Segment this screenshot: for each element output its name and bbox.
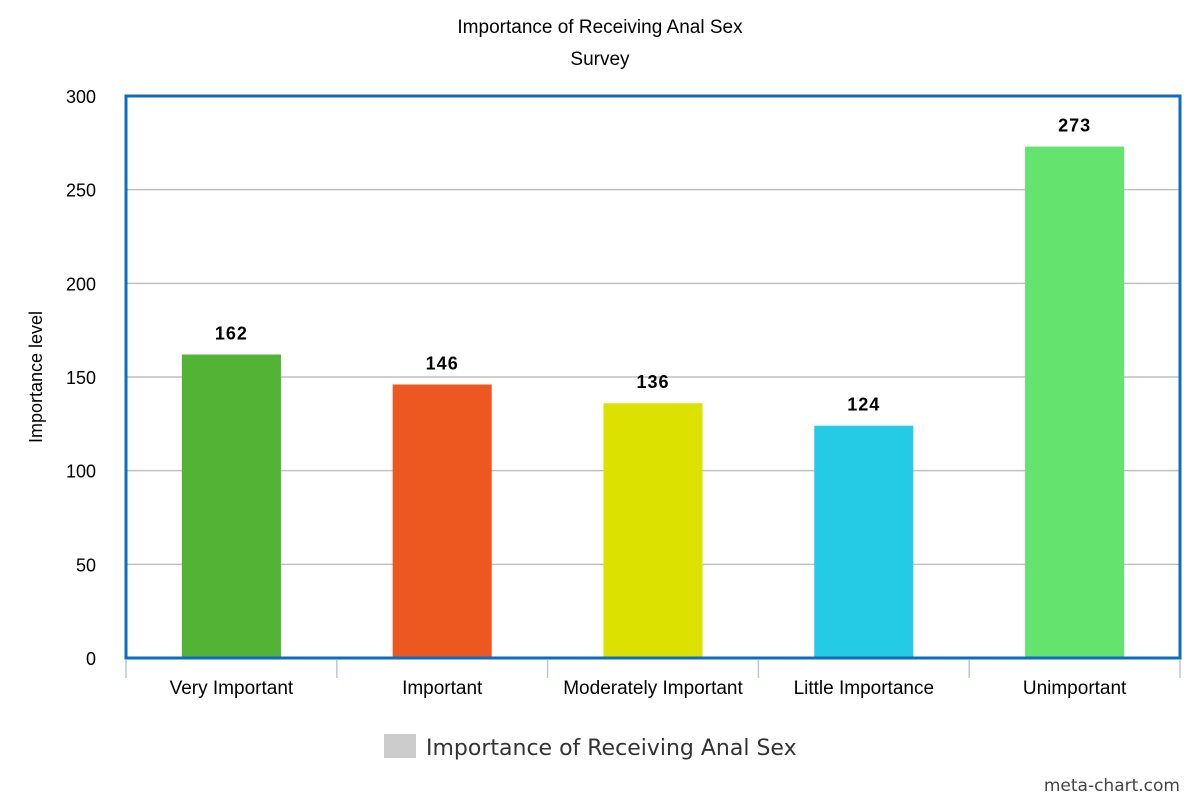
bar	[392, 384, 492, 658]
plot-frame	[124, 94, 1182, 660]
bar	[814, 425, 914, 658]
bar-value-label: 162	[215, 324, 248, 344]
bar-value-label: 136	[636, 372, 669, 392]
y-tick-label: 150	[66, 368, 96, 388]
x-category-label: Important	[402, 678, 483, 699]
bar	[1025, 146, 1125, 658]
bars	[181, 146, 1125, 658]
y-tick-label: 50	[76, 555, 96, 575]
y-tick-label: 250	[66, 181, 96, 201]
x-category-label: Moderately Important	[563, 678, 743, 699]
gridlines	[126, 188, 1180, 566]
y-axis-label: Importance level	[26, 311, 46, 443]
y-tick-label: 200	[66, 274, 96, 294]
y-tick-label: 0	[86, 649, 96, 669]
x-category-label: Unimportant	[1023, 678, 1127, 699]
value-labels: 162 146 136 124 273	[215, 116, 1091, 415]
y-axis-ticks: 0 50 100 150 200 250 300	[66, 87, 96, 669]
bar-value-label: 146	[426, 353, 459, 373]
legend-swatch	[384, 734, 416, 758]
y-tick-label: 300	[66, 87, 96, 107]
x-category-label: Little Importance	[794, 678, 934, 699]
chart-subtitle: Survey	[570, 49, 630, 70]
x-axis-ticks	[125, 660, 1181, 678]
bar-value-label: 273	[1058, 116, 1091, 136]
x-axis-labels: Very Important Important Moderately Import…	[170, 678, 1127, 699]
bar	[603, 403, 703, 658]
legend-label: Importance of Receiving Anal Sex	[426, 736, 797, 761]
y-tick-label: 100	[66, 462, 96, 482]
credit-text: meta-chart.com	[1044, 776, 1180, 796]
bar-value-label: 124	[847, 395, 880, 415]
bar	[181, 354, 281, 658]
chart-title: Importance of Receiving Anal Sex	[457, 17, 743, 38]
x-category-label: Very Important	[170, 678, 294, 699]
